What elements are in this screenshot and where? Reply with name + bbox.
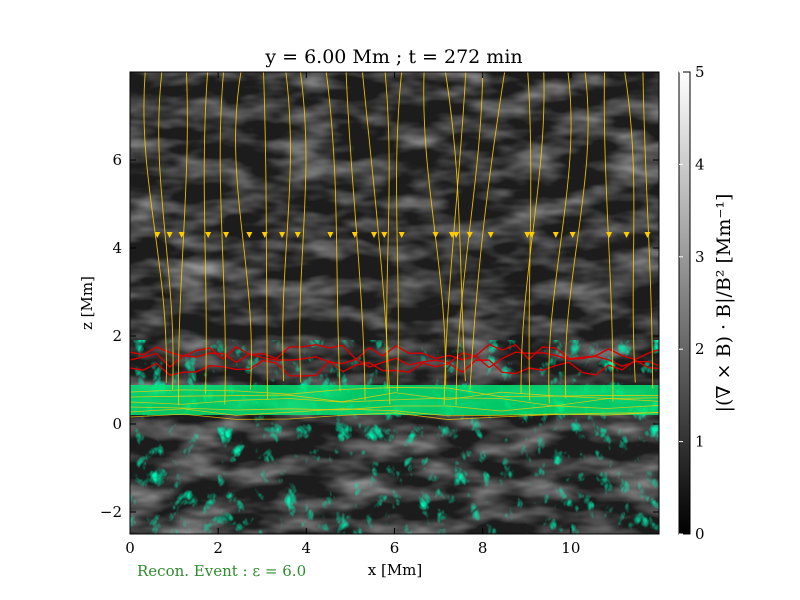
red-contour: [130, 343, 659, 361]
y-tick-label: 4: [112, 239, 122, 257]
streamline: [130, 397, 659, 407]
green-contour-region: [130, 340, 659, 534]
red-contour: [130, 351, 659, 369]
x-tick-label: 2: [213, 539, 223, 557]
streamline: [219, 72, 226, 405]
streamline: [235, 72, 252, 390]
colorbar-tick-label: 5: [695, 63, 705, 81]
streamline-arrow: [453, 232, 460, 238]
streamline-arrow: [528, 232, 535, 238]
red-contour-group: [130, 343, 659, 377]
streamline: [548, 72, 572, 404]
streamline-arrow: [205, 232, 212, 238]
streamline-arrow: [398, 232, 405, 238]
streamline: [178, 72, 188, 406]
colorbar-ticks: 0 1 2 3 4 5: [679, 63, 705, 543]
streamline: [299, 72, 307, 383]
streamline: [520, 72, 545, 394]
streamline-arrow: [466, 232, 473, 238]
streamline-arrow: [327, 232, 334, 238]
streamline: [384, 72, 390, 389]
streamline: [130, 387, 659, 398]
streamline-arrow: [223, 232, 230, 238]
plot-area: [129, 71, 660, 535]
colorbar: 0 1 2 3 4 5 |(∇ × B) · B|/B² [Mm⁻¹]: [678, 63, 735, 543]
streamline: [325, 72, 341, 392]
streamline-arrow: [351, 232, 358, 238]
colorbar-tick-label: 3: [695, 248, 705, 266]
streamline: [469, 72, 506, 390]
colorbar-tick-label: 0: [695, 525, 705, 543]
streamline-arrow: [606, 232, 613, 238]
streamline: [130, 412, 659, 420]
x-tick-label: 0: [125, 539, 135, 557]
streamline-arrow: [569, 232, 576, 238]
y-tick-label: 2: [112, 327, 122, 345]
colorbar-label: |(∇ × B) · B|/B² [Mm⁻¹]: [713, 194, 735, 413]
y-axis: −2 0 2 4 6: [100, 151, 659, 521]
streamline-arrow: [552, 232, 559, 238]
y-tick-label: 6: [112, 151, 122, 169]
streamline-arrow: [261, 232, 268, 238]
streamline: [361, 72, 391, 405]
streamline: [445, 72, 466, 382]
streamline: [130, 391, 659, 403]
y-tick-label: −2: [100, 503, 122, 521]
streamline-arrow: [644, 232, 651, 238]
streamline: [203, 72, 209, 394]
y-tick-label: 0: [112, 415, 122, 433]
streamline-arrow: [246, 232, 253, 238]
streamline-arrow: [432, 232, 439, 238]
colorbar-tick-label: 1: [695, 433, 705, 451]
reconnection-event-annotation: Recon. Event : ε = 6.0: [137, 562, 306, 580]
colorbar-tick-label: 2: [695, 340, 705, 358]
streamline-group: [130, 72, 659, 420]
streamline: [143, 72, 167, 384]
colorbar-gradient: [678, 71, 691, 535]
streamline-arrow: [166, 232, 173, 238]
streamline-arrow: [178, 232, 185, 238]
streamline-arrow: [294, 232, 301, 238]
x-tick-label: 4: [302, 539, 312, 557]
red-contour: [130, 359, 659, 377]
streamline-arrow: [371, 232, 378, 238]
streamline: [158, 72, 174, 390]
y-axis-label: z [Mm]: [78, 276, 96, 330]
x-tick-label: 8: [478, 539, 488, 557]
streamline: [443, 72, 467, 405]
streamline: [423, 72, 447, 386]
streamline: [642, 72, 654, 389]
streamline: [130, 405, 659, 412]
x-axis: 0 2 4 6 8 10: [125, 72, 580, 557]
x-tick-label: 6: [390, 539, 400, 557]
streamline: [282, 72, 291, 382]
streamline-arrow: [623, 232, 630, 238]
chart-title: y = 6.00 Mm ; t = 272 min: [264, 46, 522, 68]
streamline-arrow: [154, 232, 161, 238]
streamline: [564, 72, 589, 399]
streamline-arrow: [381, 232, 388, 238]
streamline-arrow: [487, 232, 494, 238]
streamline: [396, 72, 403, 392]
x-tick-label: 10: [561, 539, 580, 557]
x-axis-label: x [Mm]: [368, 561, 423, 579]
streamline-arrow: [524, 232, 531, 238]
streamline-arrow: [279, 232, 286, 238]
streamline: [624, 72, 636, 383]
colorbar-tick-label: 4: [695, 155, 705, 173]
